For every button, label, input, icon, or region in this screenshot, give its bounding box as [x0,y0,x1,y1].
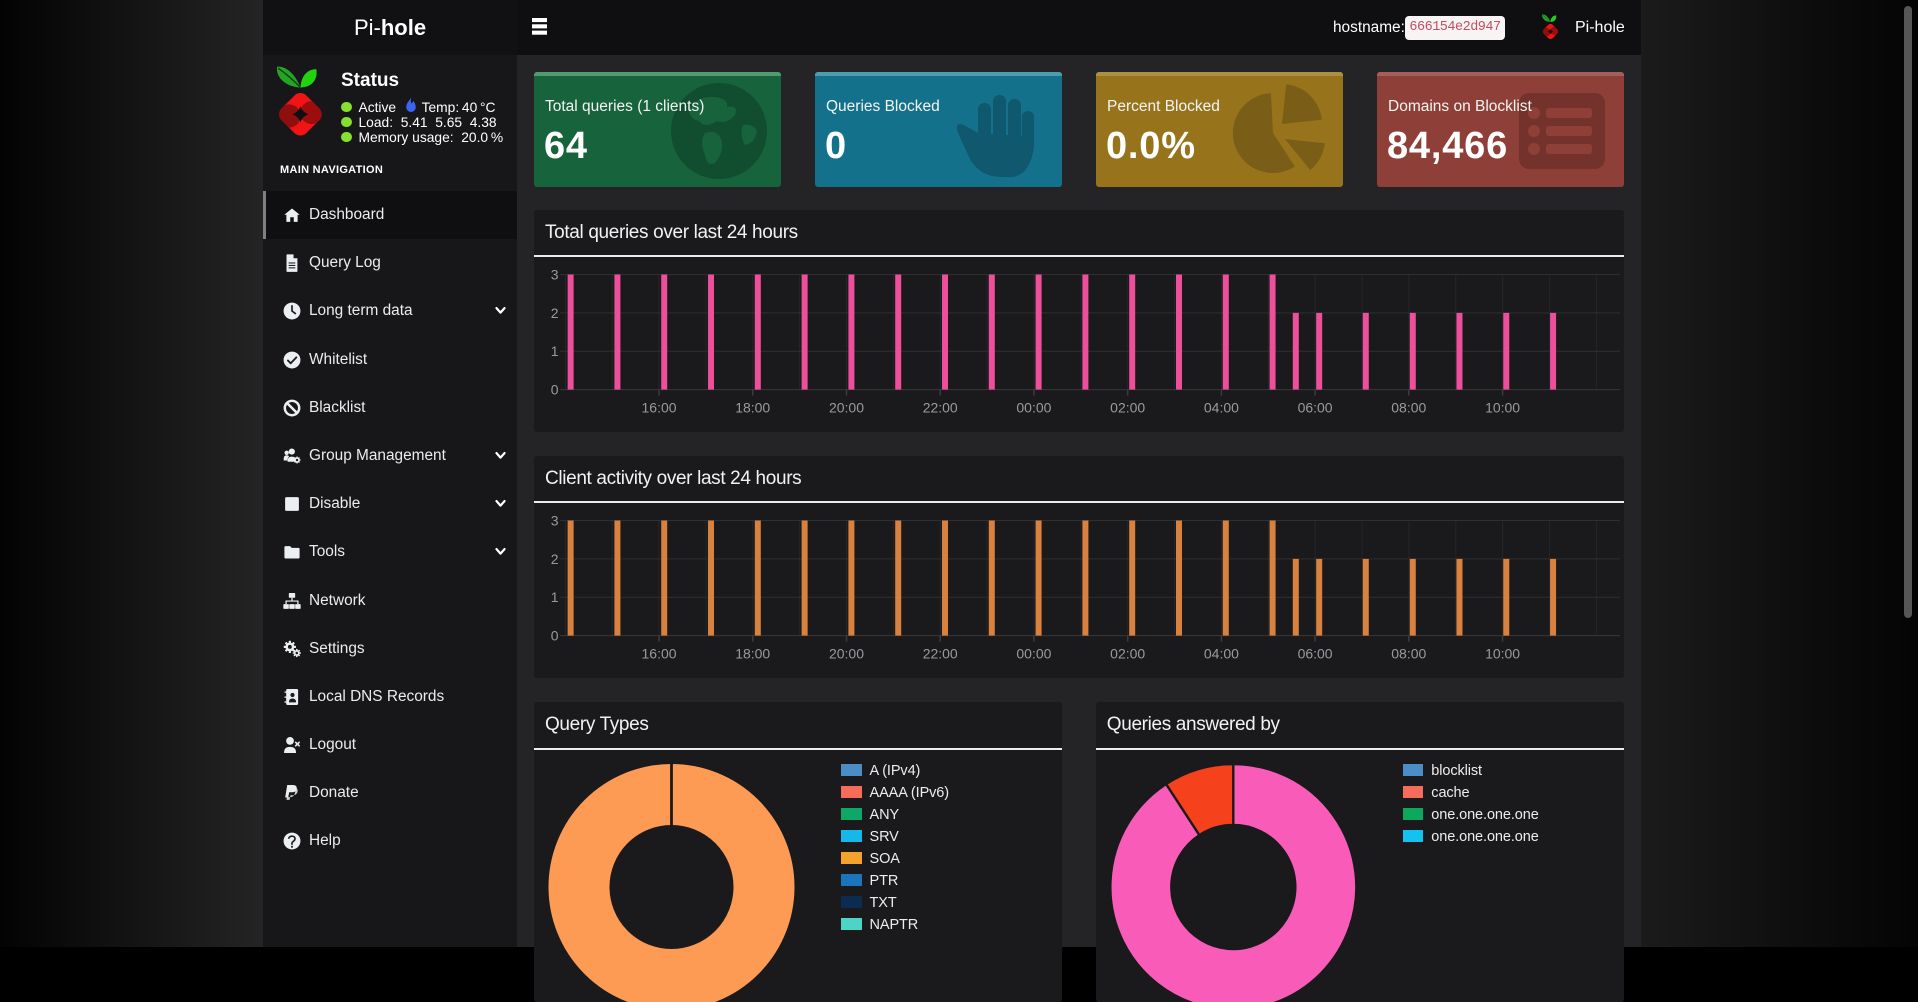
svg-text:06:00: 06:00 [1298,399,1333,415]
svg-text:00:00: 00:00 [1016,399,1051,415]
svg-text:2: 2 [551,305,559,321]
svg-text:0: 0 [551,628,559,644]
svg-text:10:00: 10:00 [1485,399,1520,415]
svg-text:02:00: 02:00 [1110,399,1145,415]
svg-text:18:00: 18:00 [735,399,770,415]
svg-text:3: 3 [551,513,559,529]
svg-text:20:00: 20:00 [829,399,864,415]
svg-text:10:00: 10:00 [1485,646,1520,662]
svg-text:16:00: 16:00 [642,646,677,662]
svg-text:2: 2 [551,551,559,567]
svg-text:0: 0 [551,381,559,397]
svg-text:08:00: 08:00 [1391,646,1426,662]
svg-text:22:00: 22:00 [923,399,958,415]
svg-text:18:00: 18:00 [735,646,770,662]
svg-text:3: 3 [551,266,559,282]
svg-text:22:00: 22:00 [923,646,958,662]
svg-text:20:00: 20:00 [829,646,864,662]
svg-text:1: 1 [551,343,559,359]
svg-text:08:00: 08:00 [1391,399,1426,415]
svg-text:04:00: 04:00 [1204,646,1239,662]
svg-text:02:00: 02:00 [1110,646,1145,662]
svg-text:04:00: 04:00 [1204,399,1239,415]
svg-text:06:00: 06:00 [1298,646,1333,662]
svg-text:00:00: 00:00 [1016,646,1051,662]
svg-text:16:00: 16:00 [642,399,677,415]
svg-text:1: 1 [551,589,559,605]
